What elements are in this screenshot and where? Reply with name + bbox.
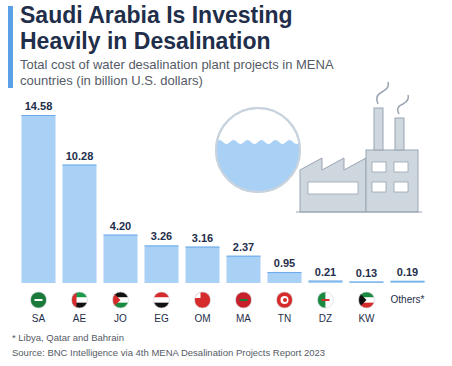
labels: 14.58 SA 10.28 AE 4.20 JO 3.26 EG 3.16 OM 2.37 MA 0.… (25, 100, 425, 324)
factory-window (372, 162, 386, 172)
bar-top (391, 281, 425, 282)
flag-ring (359, 292, 375, 308)
data-label: 2.37 (233, 241, 254, 253)
flag-stripe (195, 292, 211, 308)
bar-top (104, 235, 138, 236)
flag-crescent (283, 298, 287, 302)
data-label: 3.16 (192, 232, 213, 244)
illustration-circle (216, 108, 300, 192)
flag-stripe (31, 292, 47, 308)
bar-top (22, 115, 56, 116)
factory-chimney (374, 108, 383, 150)
bar (145, 245, 179, 283)
illustration-water (216, 140, 300, 192)
flag-icon (113, 292, 129, 308)
bar (309, 281, 343, 283)
bar-top (309, 281, 343, 282)
flag-ring (277, 292, 293, 308)
flag-triangle (113, 292, 121, 308)
bar-top (145, 245, 179, 246)
flag-stripe (277, 292, 293, 308)
flag-ring (195, 292, 211, 308)
data-label: 0.21 (315, 266, 336, 278)
flag-ring (72, 292, 88, 308)
bar-top (350, 282, 384, 283)
factory-window (394, 182, 408, 192)
flag-ring (31, 292, 47, 308)
data-label: 0.95 (274, 257, 295, 269)
bar-top (227, 256, 261, 257)
flag-ring (236, 292, 252, 308)
illustration-ring (216, 108, 300, 192)
factory-ground (296, 211, 422, 212)
flag-stripe (236, 292, 252, 308)
bar-top (63, 165, 97, 166)
data-label: 3.26 (151, 230, 172, 242)
subtitle: Total cost of water desalination plant p… (20, 57, 340, 89)
bar (22, 115, 56, 283)
flag-disc (281, 296, 289, 304)
chart: 14.58 SA 10.28 AE 4.20 JO 3.26 EG 3.16 OM 2.37 MA 0.… (0, 0, 452, 366)
category-label: Others* (391, 294, 425, 305)
flag-emblem (35, 299, 43, 301)
illustration (216, 82, 422, 212)
factory-smoke (398, 95, 409, 114)
data-label: 10.28 (66, 150, 94, 162)
bar (227, 256, 261, 283)
flag-icon (72, 292, 88, 308)
bars (22, 115, 425, 283)
title-accent (8, 6, 13, 88)
flag-ring (318, 292, 334, 308)
category-label: OM (194, 313, 210, 324)
flag-icon (195, 292, 211, 308)
bar (350, 282, 384, 283)
flag-icon (318, 292, 334, 308)
flag-icon (236, 292, 252, 308)
flag-icon (359, 292, 375, 308)
category-label: AE (73, 313, 87, 324)
bar-top (186, 247, 220, 248)
bar (104, 235, 138, 283)
factory-building (366, 150, 418, 212)
factory-window (394, 162, 408, 172)
category-label: MA (236, 313, 251, 324)
factory-sawtooth (300, 158, 366, 212)
data-label: 4.20 (110, 220, 131, 232)
flag-icon (277, 292, 293, 308)
flag-corner (195, 292, 201, 298)
factory-chimney (395, 118, 404, 150)
bar (268, 272, 302, 283)
category-label: DZ (319, 313, 332, 324)
data-label: 0.19 (397, 266, 418, 278)
flag-ring (154, 292, 170, 308)
bar (391, 281, 425, 283)
factory-window (372, 182, 386, 192)
bar (186, 247, 220, 283)
footnote: * Libya, Qatar and Bahrain (12, 332, 124, 343)
flag-emblem (240, 299, 248, 301)
source: Source: BNC Intelligence via 4th MENA De… (12, 347, 325, 358)
factory-smoke (377, 82, 389, 104)
flag-emblem (322, 299, 330, 301)
flag-ring (113, 292, 129, 308)
category-label: SA (32, 313, 46, 324)
category-label: EG (154, 313, 169, 324)
category-label: KW (358, 313, 375, 324)
flag-stripe (154, 292, 170, 298)
flag-icon (154, 292, 170, 308)
flag-icon (31, 292, 47, 308)
illustration-wave (216, 140, 300, 192)
bar (63, 165, 97, 283)
category-label: JO (114, 313, 127, 324)
category-label: TN (278, 313, 291, 324)
bar-top (268, 272, 302, 273)
title: Saudi Arabia Is Investing Heavily in Des… (20, 2, 355, 54)
data-label: 0.13 (356, 267, 377, 279)
flag-stripe (154, 297, 170, 303)
data-label: 14.58 (25, 100, 53, 112)
flag-triangle (359, 292, 367, 308)
factory-window (308, 182, 358, 194)
